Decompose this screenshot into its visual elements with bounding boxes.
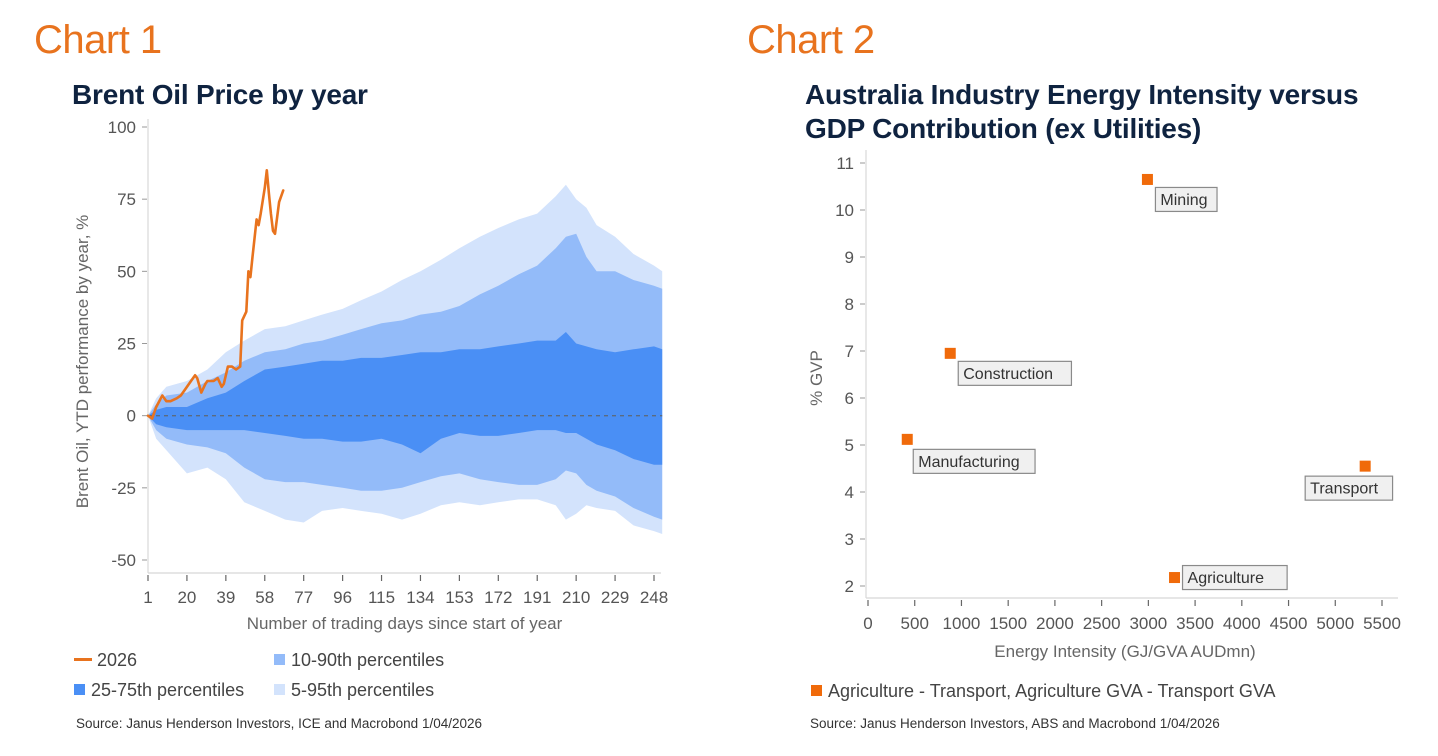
- legend-label: Agriculture - Transport, Agriculture GVA…: [828, 681, 1276, 701]
- legend-item-25-75: 25-75th percentiles: [74, 680, 244, 701]
- x-tick-label: 0: [863, 614, 872, 633]
- x-tick-label: 2000: [1036, 614, 1074, 633]
- x-tick-label: 1500: [989, 614, 1027, 633]
- legend-line-swatch: [74, 657, 92, 661]
- x-tick-label: 4000: [1223, 614, 1261, 633]
- scatter-point-transport: [1359, 460, 1371, 472]
- x-tick-label: 248: [640, 588, 668, 607]
- x-tick-label: 96: [333, 588, 352, 607]
- chart2-source: Source: Janus Henderson Investors, ABS a…: [810, 716, 1220, 731]
- point-label-mining: Mining: [1154, 186, 1218, 213]
- legend-marker-swatch: [811, 684, 822, 696]
- x-tick-label: 191: [523, 588, 551, 607]
- point-label-text: Mining: [1160, 192, 1207, 209]
- x-tick-label: 3000: [1129, 614, 1167, 633]
- legend-item-5-95: 5-95th percentiles: [274, 680, 434, 701]
- legend-item-scatter: Agriculture - Transport, Agriculture GVA…: [811, 681, 1276, 702]
- chart1-source: Source: Janus Henderson Investors, ICE a…: [76, 716, 482, 731]
- y-tick-label: 7: [845, 342, 854, 361]
- y-tick-label: 9: [845, 248, 854, 267]
- scatter-point-construction: [944, 347, 956, 359]
- point-label-text: Construction: [963, 366, 1053, 383]
- y-tick-label: 2: [845, 577, 854, 596]
- x-tick-label: 58: [255, 588, 274, 607]
- x-tick-label: 1: [143, 588, 152, 607]
- legend-item-2026: 2026: [74, 650, 137, 671]
- y-axis-title: Brent Oil, YTD performance by year, %: [73, 215, 92, 509]
- band-25-75-percentiles: [148, 332, 663, 465]
- point-label-box: [912, 448, 1036, 474]
- x-tick-label: 5500: [1363, 614, 1401, 633]
- point-label-agriculture: Agriculture: [1181, 564, 1288, 591]
- y-tick-label: 100: [108, 118, 136, 137]
- y-tick-label: -25: [111, 479, 136, 498]
- y-tick-label: 4: [845, 483, 854, 502]
- x-axis-title: Energy Intensity (GJ/GVA AUDmn): [994, 642, 1255, 661]
- legend-label: 10-90th percentiles: [291, 650, 445, 670]
- legend-area-swatch: [274, 683, 285, 695]
- x-tick-label: 229: [601, 588, 629, 607]
- x-tick-label: 134: [406, 588, 434, 607]
- point-label-construction: Construction: [957, 360, 1073, 386]
- y-axis-title: % GVP: [807, 350, 826, 406]
- y-tick-label: -50: [111, 551, 136, 570]
- point-label-box: [1181, 564, 1288, 591]
- x-tick-label: 39: [216, 588, 235, 607]
- point-label-text: Agriculture: [1188, 570, 1265, 587]
- legend-label: 25-75th percentiles: [91, 680, 245, 700]
- legend-item-10-90: 10-90th percentiles: [274, 650, 444, 671]
- y-tick-label: 75: [117, 190, 136, 209]
- chart2-label: Chart 2: [747, 18, 875, 62]
- point-label-box: [957, 360, 1073, 386]
- y-tick-label: 50: [117, 262, 136, 281]
- x-tick-label: 500: [901, 614, 929, 633]
- point-label-text: Transport: [1310, 481, 1378, 498]
- x-tick-label: 1000: [943, 614, 981, 633]
- y-tick-label: 3: [845, 530, 854, 549]
- y-tick-label: 11: [836, 154, 854, 173]
- chart2-title: Australia Industry Energy Intensity vers…: [805, 79, 1359, 144]
- chart1-panel: Chart 1 Brent Oil Price by year 100 75 50 2…: [34, 18, 668, 731]
- scatter-point-agriculture: [1169, 572, 1181, 584]
- chart1-plot: 100 75 50 25 0 -25 -50 1 20 39 58 77 96 115 134 153 172 1…: [73, 118, 668, 633]
- scatter-point-manufacturing: [901, 433, 913, 445]
- x-axis-title: Number of trading days since start of ye…: [247, 614, 563, 633]
- series-line-2026: [146, 169, 285, 420]
- x-tick-label: 115: [368, 588, 395, 607]
- x-tick-label: 5000: [1316, 614, 1354, 633]
- chart2-plot: 11 10 9 8 7 6 5 4 3 20 500 1000 1500 2000 2500 3000 3500…: [807, 150, 1401, 661]
- legend-area-swatch: [74, 683, 85, 695]
- chart1-label: Chart 1: [34, 18, 162, 62]
- x-tick-label: 210: [562, 588, 590, 607]
- point-label-box: [1304, 475, 1394, 501]
- y-tick-label: 6: [845, 389, 854, 408]
- x-tick-label: 77: [294, 588, 313, 607]
- point-label-manufacturing: Manufacturing: [912, 448, 1036, 474]
- x-tick-label: 20: [177, 588, 196, 607]
- chart1-title: Brent Oil Price by year: [72, 79, 368, 110]
- x-tick-label: 172: [484, 588, 512, 607]
- x-tick-label: 3500: [1176, 614, 1214, 633]
- legend-label: 2026: [97, 650, 138, 670]
- point-label-transport: Transport: [1304, 475, 1394, 501]
- x-tick-label: 4500: [1270, 614, 1308, 633]
- x-tick-label: 2500: [1083, 614, 1121, 633]
- point-label-text: Manufacturing: [918, 454, 1019, 471]
- y-tick-label: 10: [835, 201, 854, 220]
- legend-area-swatch: [274, 653, 285, 665]
- chart2-panel: Chart 2 Australia Industry Energy Intens…: [719, 0, 1438, 756]
- y-tick-label: 5: [845, 436, 854, 455]
- x-tick-label: 153: [445, 588, 473, 607]
- point-label-box: [1154, 186, 1218, 213]
- y-tick-label: 8: [845, 295, 854, 314]
- legend-label: 5-95th percentiles: [291, 680, 435, 700]
- scatter-point-mining: [1141, 173, 1153, 185]
- y-tick-label: 0: [127, 407, 136, 426]
- y-tick-label: 25: [117, 335, 136, 354]
